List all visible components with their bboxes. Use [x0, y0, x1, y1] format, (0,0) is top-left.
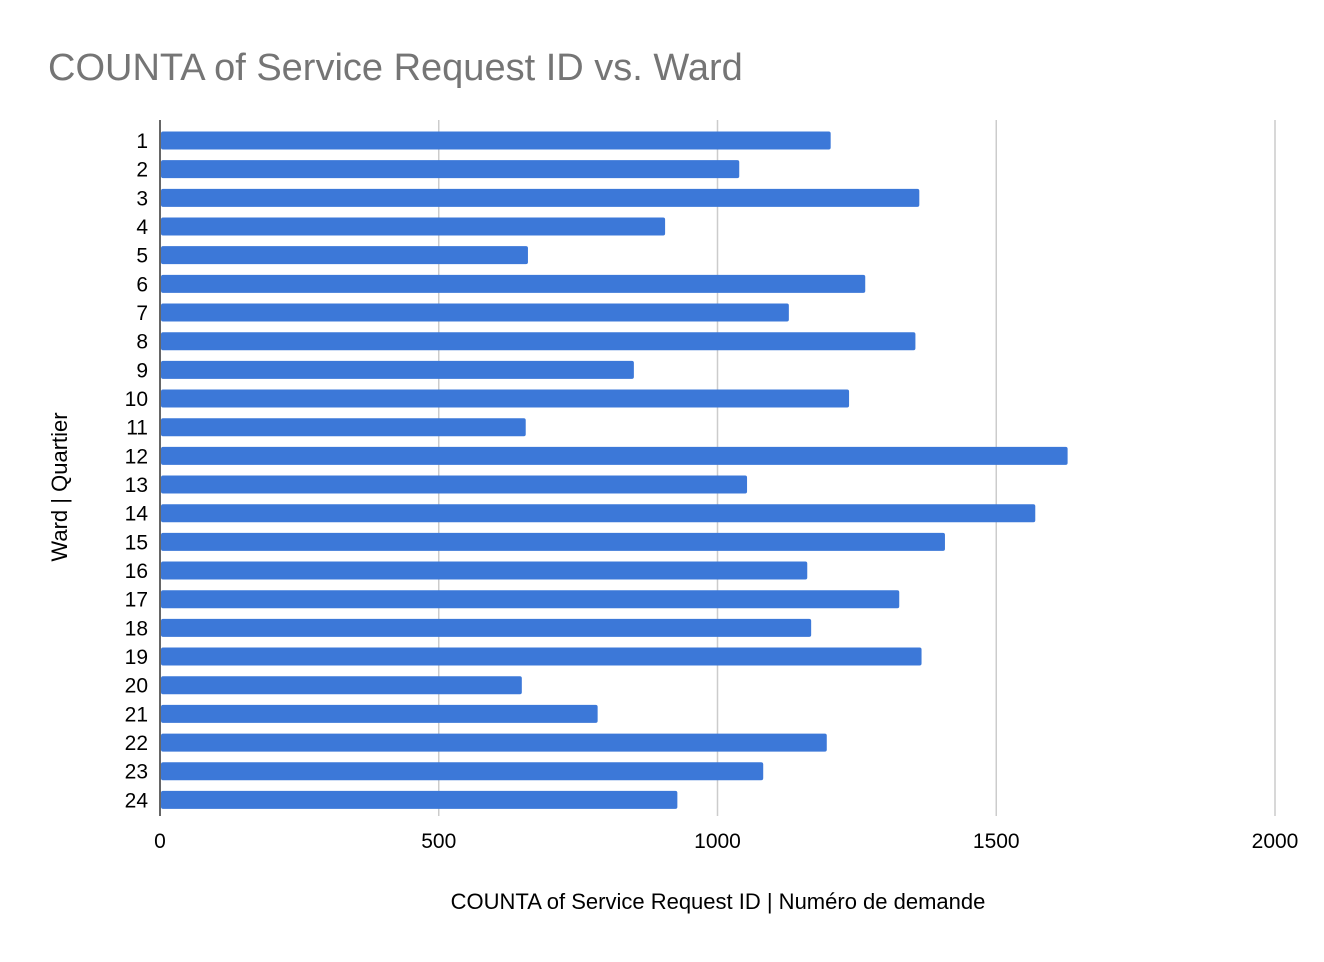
y-tick-label: 2 [136, 159, 148, 182]
bar-ward-8 [161, 332, 916, 351]
x-tick-label: 1500 [973, 830, 1020, 853]
y-tick-label: 18 [125, 617, 148, 640]
bar-ward-16 [161, 561, 808, 580]
y-tick-label: 22 [125, 732, 148, 755]
bar-ward-5 [161, 246, 528, 265]
y-tick-label: 20 [125, 675, 148, 698]
gridlines [438, 120, 1276, 816]
bar-ward-3 [161, 188, 920, 207]
y-tick-label: 1 [136, 130, 148, 153]
y-tick-label: 14 [125, 503, 149, 526]
y-tick-label: 13 [125, 474, 148, 497]
y-tick-label: 3 [136, 187, 148, 210]
y-tick-label: 19 [125, 646, 148, 669]
y-tick-label: 5 [136, 245, 148, 268]
x-tick-label: 1000 [694, 830, 741, 853]
bar-ward-14 [161, 504, 1036, 523]
bar-ward-2 [161, 160, 740, 179]
y-axis-title: Ward | Quartier [47, 412, 72, 561]
bar-ward-18 [161, 618, 812, 637]
x-axis-title: COUNTA of Service Request ID | Numéro de… [451, 889, 986, 914]
chart-title: COUNTA of Service Request ID vs. Ward [48, 47, 743, 89]
bar-ward-13 [161, 475, 748, 494]
bar-ward-1 [161, 131, 831, 150]
y-tick-label: 7 [136, 302, 148, 325]
x-tick-label: 500 [421, 830, 456, 853]
bar-ward-24 [161, 790, 678, 809]
bar-ward-23 [161, 762, 764, 781]
bar-ward-7 [161, 303, 789, 322]
y-tick-label: 9 [136, 359, 148, 382]
bar-ward-20 [161, 676, 522, 695]
x-tick-labels: 0 500 1000 1500 2000 [154, 830, 1298, 853]
bars [161, 131, 1068, 809]
bar-ward-9 [161, 360, 634, 379]
y-tick-label: 4 [136, 216, 148, 239]
bar-ward-17 [161, 590, 900, 609]
y-tick-label: 24 [125, 789, 149, 812]
y-tick-label: 23 [125, 761, 148, 784]
x-tick-label: 2000 [1252, 830, 1299, 853]
y-tick-label: 16 [125, 560, 148, 583]
bar-ward-11 [161, 418, 526, 437]
y-tick-label: 12 [125, 445, 148, 468]
bar-ward-21 [161, 704, 598, 723]
y-tick-label: 17 [125, 589, 148, 612]
y-tick-label: 11 [126, 417, 148, 440]
x-tick-label: 0 [154, 830, 166, 853]
y-tick-label: 8 [136, 331, 148, 354]
bar-ward-10 [161, 389, 850, 408]
y-tick-label: 10 [125, 388, 148, 411]
bar-ward-6 [161, 274, 866, 293]
bar-ward-22 [161, 733, 827, 752]
bar-ward-15 [161, 532, 945, 551]
bar-ward-12 [161, 446, 1068, 465]
y-tick-label: 21 [125, 703, 148, 726]
y-tick-label: 6 [136, 273, 148, 296]
bar-ward-19 [161, 647, 922, 666]
bar-ward-4 [161, 217, 666, 236]
y-tick-label: 15 [125, 531, 148, 554]
